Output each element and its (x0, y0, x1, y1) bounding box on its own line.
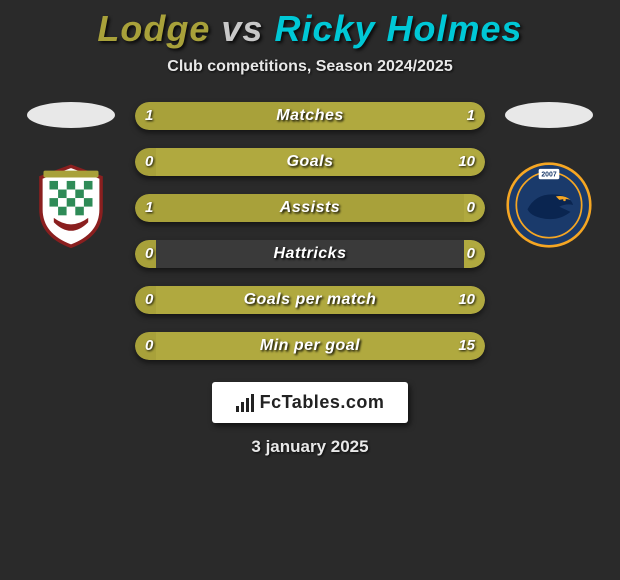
date-text: 3 january 2025 (251, 437, 368, 457)
right-crest: 2007 (506, 162, 592, 248)
svg-text:2007: 2007 (541, 172, 556, 179)
stat-label: Assists (135, 194, 485, 222)
stat-row: 00Hattricks (135, 240, 485, 268)
footer: FcTables.com 3 january 2025 (212, 382, 409, 457)
right-disc (505, 102, 593, 128)
stat-label: Hattricks (135, 240, 485, 268)
title-player2: Ricky Holmes (274, 8, 522, 49)
stat-row: 010Goals per match (135, 286, 485, 314)
title-player1: Lodge (97, 8, 210, 49)
right-crest-svg: 2007 (506, 162, 592, 248)
brand-bars-icon (236, 394, 254, 412)
title-vs: vs (221, 8, 263, 49)
stat-bars: 11Matches 010Goals 10Assists 00Hattricks 010… (135, 102, 485, 360)
stat-row: 015Min per goal (135, 332, 485, 360)
brand-badge: FcTables.com (212, 382, 409, 423)
right-column: 2007 (499, 102, 599, 248)
stat-label: Matches (135, 102, 485, 130)
stat-label: Goals per match (135, 286, 485, 314)
stat-row: 010Goals (135, 148, 485, 176)
left-crest-svg (28, 162, 114, 248)
stat-row: 10Assists (135, 194, 485, 222)
infographic-container: Lodge vs Ricky Holmes Club competitions,… (0, 0, 620, 457)
left-disc (27, 102, 115, 128)
left-crest (28, 162, 114, 248)
stat-label: Min per goal (135, 332, 485, 360)
left-column (21, 102, 121, 248)
stat-label: Goals (135, 148, 485, 176)
subtitle: Club competitions, Season 2024/2025 (167, 58, 452, 76)
page-title: Lodge vs Ricky Holmes (97, 8, 522, 50)
main-row: 11Matches 010Goals 10Assists 00Hattricks 010… (0, 102, 620, 360)
brand-text: FcTables.com (260, 392, 385, 413)
stat-row: 11Matches (135, 102, 485, 130)
